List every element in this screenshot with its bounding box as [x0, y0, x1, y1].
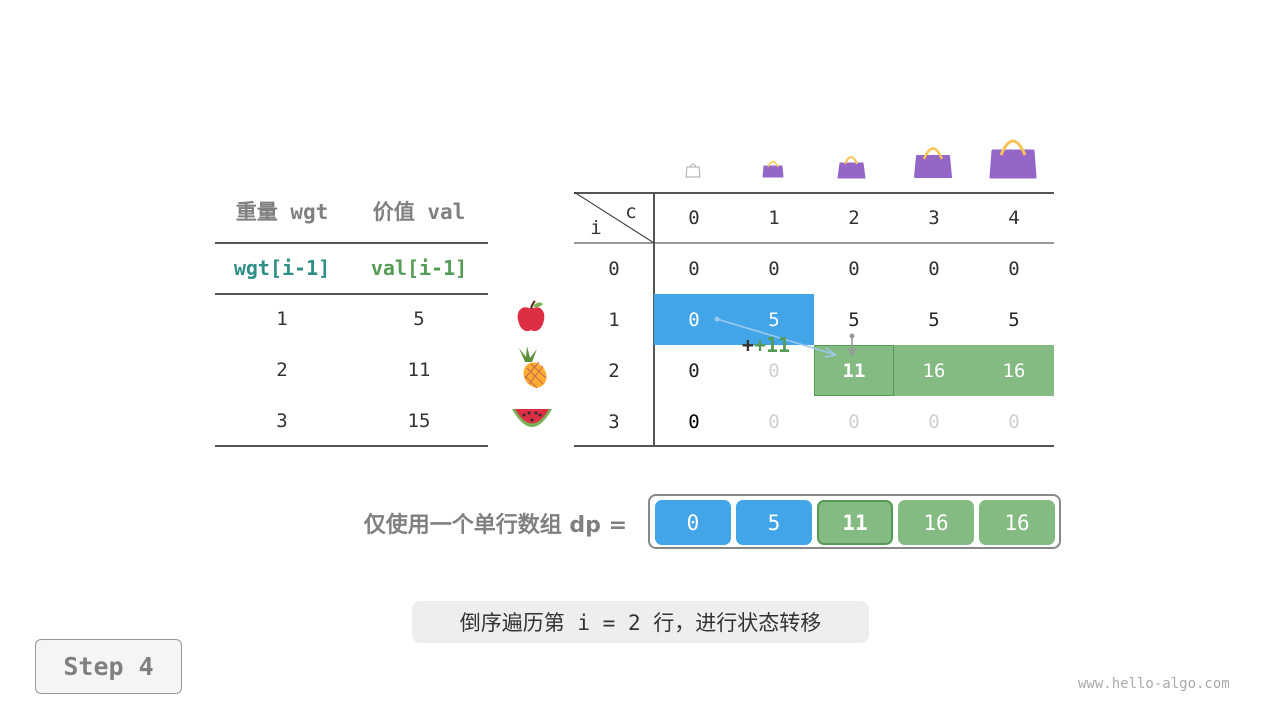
divider [215, 293, 488, 295]
divider [653, 192, 655, 446]
dp-array-cell: 0 [655, 500, 731, 545]
divider [574, 242, 1054, 244]
divider [215, 242, 488, 244]
dp-array-cell: 16 [979, 500, 1055, 545]
dp-cell: 0 [688, 359, 700, 382]
watermelon-icon [512, 409, 552, 427]
weight-cell: 2 [276, 359, 288, 381]
caption: 倒序遍历第 i = 2 行，进行状态转移 [412, 601, 869, 643]
bag-icon [837, 156, 866, 179]
value-cell: 15 [407, 410, 431, 432]
dp-cell: 0 [688, 308, 700, 331]
dp-cell: 0 [1008, 410, 1020, 433]
col-header: 2 [848, 206, 860, 229]
col-header: 1 [768, 206, 780, 229]
dp-cell: 5 [928, 308, 940, 331]
dp-cell: 0 [928, 410, 940, 433]
dp-cell: 0 [688, 257, 700, 280]
dp-cell: 0 [848, 410, 860, 433]
divider [574, 192, 1054, 194]
row-header: 0 [608, 257, 620, 280]
current-cell-border [814, 345, 894, 396]
divider [215, 445, 488, 447]
bag-icon [914, 147, 952, 178]
weight-cell: 3 [276, 410, 288, 432]
dp-array-cell-current: 11 [817, 500, 893, 545]
header-value: 价值 val [372, 200, 466, 224]
weight-cell: 1 [276, 308, 288, 330]
bag-icon [762, 160, 784, 178]
apple-icon [517, 300, 545, 332]
row-header: 3 [608, 410, 620, 433]
dp-array-cell: 16 [898, 500, 974, 545]
dp-array [648, 494, 1061, 549]
corner-col-label: c [625, 201, 637, 223]
dp-cell: 0 [768, 359, 780, 382]
col-header: 0 [688, 206, 700, 229]
bag-icon [989, 139, 1037, 179]
dp-cell: 0 [1008, 257, 1020, 280]
step-button[interactable]: Step 4 [35, 639, 182, 694]
corner-diagonal [574, 192, 654, 243]
header-weight: 重量 wgt [235, 200, 329, 224]
dp-cell: 0 [688, 410, 700, 433]
dp-cell: 0 [848, 257, 860, 280]
value-cell: 11 [407, 359, 431, 381]
corner-row-label: i [590, 217, 602, 239]
empty-bag-icon [685, 163, 701, 178]
annotation-plus: ++11 [741, 333, 791, 357]
dp-cell: 0 [928, 257, 940, 280]
col-header: 3 [928, 206, 940, 229]
dp-array-cell: 5 [736, 500, 812, 545]
subheader-weight: wgt[i-1] [233, 256, 331, 280]
dp-cell: 0 [768, 410, 780, 433]
dp-cell: 16 [922, 359, 946, 382]
watermark: www.hello-algo.com [1078, 676, 1230, 692]
annotation-value: +11 [753, 333, 791, 357]
dp-array-label: 仅使用一个单行数组 dp = [363, 513, 627, 538]
value-cell: 5 [413, 308, 425, 330]
row-header: 1 [608, 308, 620, 331]
divider [574, 445, 1054, 447]
subheader-value: val[i-1] [370, 256, 468, 280]
col-header: 4 [1008, 206, 1020, 229]
dp-cell: 0 [768, 257, 780, 280]
dp-cell: 16 [1002, 359, 1026, 382]
dp-cell: 5 [1008, 308, 1020, 331]
pineapple-icon [519, 346, 547, 389]
row-header: 2 [608, 359, 620, 382]
dp-cell: 11 [842, 359, 866, 382]
dp-cell: 5 [848, 308, 860, 331]
